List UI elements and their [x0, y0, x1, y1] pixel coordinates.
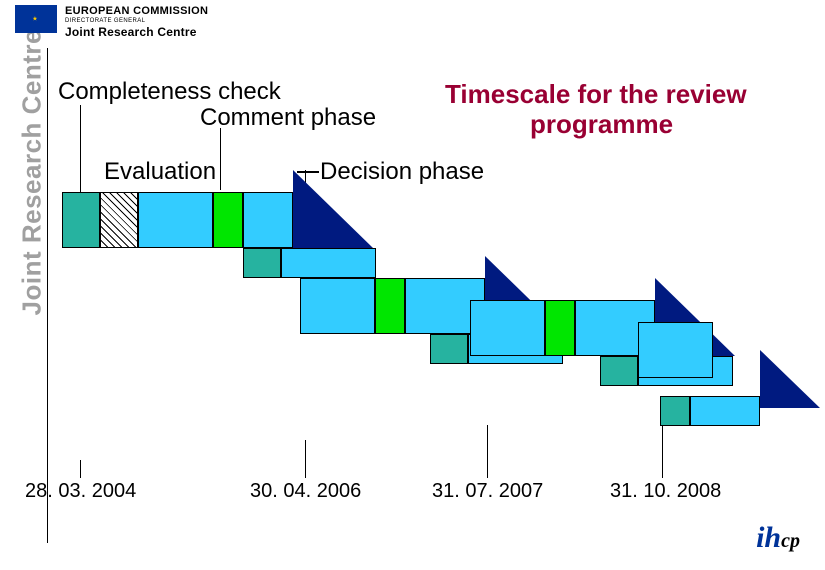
gantt-bar — [243, 192, 293, 248]
gantt-bar — [375, 278, 405, 334]
header-line1: EUROPEAN COMMISSION — [65, 5, 208, 17]
gantt-bar — [243, 248, 281, 278]
guide-vline — [80, 105, 81, 192]
gantt-bar — [138, 192, 213, 248]
gantt-bar — [430, 334, 468, 364]
gantt-bar — [660, 396, 690, 426]
gantt-bar — [600, 356, 638, 386]
gantt-bar — [281, 248, 376, 278]
header-text: EUROPEAN COMMISSION DIRECTORATE GENERAL … — [65, 5, 208, 39]
gantt-bar — [690, 396, 760, 426]
guide-vline — [220, 128, 221, 190]
header: EUROPEAN COMMISSION DIRECTORATE GENERAL … — [15, 5, 208, 39]
gantt-bar — [300, 278, 375, 334]
gantt-bar — [213, 192, 243, 248]
date-tick — [80, 460, 81, 478]
gantt-bar — [470, 300, 545, 356]
date-tick — [487, 425, 488, 478]
date-tick — [662, 425, 663, 478]
decision-triangle — [293, 170, 373, 248]
gantt-bar — [638, 322, 713, 378]
gantt-chart — [0, 0, 825, 570]
gantt-bar — [545, 300, 575, 356]
header-line3: Joint Research Centre — [65, 25, 208, 39]
decision-triangle — [760, 350, 820, 408]
eu-flag-icon — [15, 5, 57, 33]
header-line2: DIRECTORATE GENERAL — [65, 18, 208, 24]
gantt-bar — [62, 192, 100, 248]
gantt-bar — [100, 192, 138, 248]
guide-vline — [47, 48, 48, 543]
date-tick — [305, 440, 306, 478]
